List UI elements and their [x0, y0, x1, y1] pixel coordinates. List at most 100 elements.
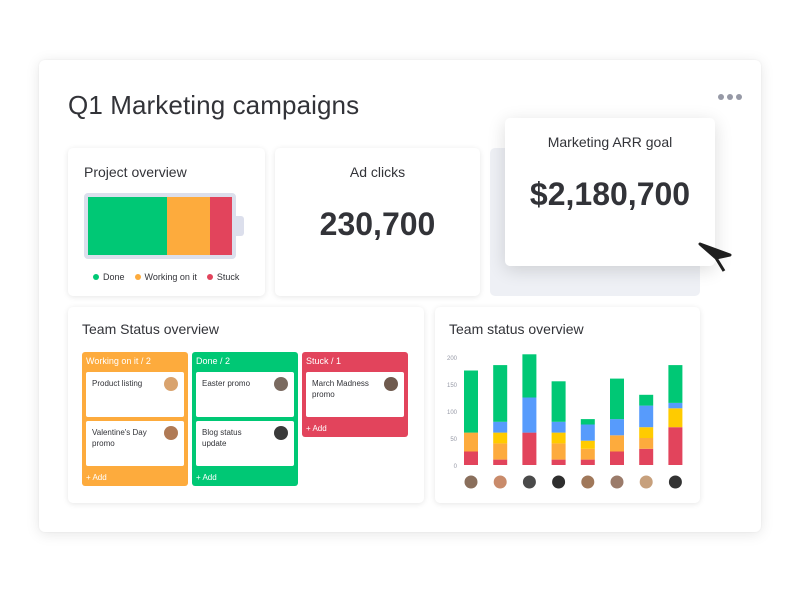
task-label: Product listing: [92, 379, 143, 388]
bar-segment: [551, 459, 566, 465]
legend-item: Working on it: [134, 272, 197, 282]
task-label: Valentine's Day promo: [92, 428, 147, 448]
column-header: Done / 2: [196, 356, 231, 366]
task-label: March Madness promo: [312, 379, 369, 399]
task-card[interactable]: Product listing: [86, 372, 184, 417]
avatar[interactable]: [274, 377, 288, 391]
battery-tip: [236, 216, 244, 236]
bar-segment: [610, 419, 624, 436]
avatar[interactable]: [384, 377, 398, 391]
bar-segment: [639, 438, 654, 449]
bar-segment: [668, 402, 683, 409]
avatar[interactable]: [274, 426, 288, 440]
stacked-bar-chart: 0 50 100 150 200: [447, 354, 683, 490]
bar-segment: [551, 381, 566, 422]
bar-segment: [522, 432, 537, 465]
member-avatar[interactable]: [667, 474, 683, 490]
bar-segment: [493, 459, 508, 465]
task-card[interactable]: Valentine's Day promo: [86, 421, 184, 466]
bar-segment: [522, 397, 537, 433]
kanban-column: Stuck / 1 March Madness promo + Add: [302, 352, 408, 437]
task-card[interactable]: Easter promo: [196, 372, 294, 417]
ad-clicks-value: 230,700: [319, 206, 436, 242]
kanban-column: Done / 2 Easter promo Blog status update + …: [192, 352, 298, 486]
bar-segment: [464, 432, 478, 452]
task-label: Blog status update: [202, 428, 242, 448]
bar-segment: [551, 432, 566, 444]
member-avatar[interactable]: [492, 474, 508, 490]
widget-title: Marketing ARR goal: [547, 134, 673, 150]
more-options-icon[interactable]: [718, 92, 742, 102]
bar-segment: [580, 459, 595, 465]
widget-title: Project overview: [84, 164, 187, 180]
kanban-column: Working on it / 2 Product listing Valentin…: [82, 352, 188, 486]
bar-segment: [580, 424, 595, 441]
y-tick-label: 150: [447, 383, 458, 389]
bar-segment: [668, 427, 683, 465]
chart-legend: Done Working on it Stuck: [93, 272, 239, 282]
y-tick-label: 200: [447, 356, 458, 362]
bar-segment: [493, 421, 508, 433]
battery-chart: [84, 193, 236, 259]
bar-segment: [639, 427, 654, 438]
bar-segment: [464, 370, 478, 433]
bar-segment: [639, 394, 654, 406]
arr-goal-widget[interactable]: Marketing ARR goal $2,180,700: [505, 118, 715, 266]
bar-segment: [464, 451, 478, 465]
widget-title: Team status overview: [449, 321, 584, 337]
avatar[interactable]: [164, 426, 178, 440]
bar-segment: [668, 408, 683, 428]
add-item-button[interactable]: + Add: [196, 473, 217, 482]
bar-segment: [580, 448, 595, 460]
add-item-button[interactable]: + Add: [86, 473, 107, 482]
task-card[interactable]: March Madness promo: [306, 372, 404, 417]
member-avatar[interactable]: [521, 474, 537, 490]
member-avatar[interactable]: [580, 474, 596, 490]
bar-segment: [580, 419, 595, 425]
member-avatar[interactable]: [638, 474, 654, 490]
bar-segment: [522, 354, 537, 398]
member-avatar[interactable]: [551, 474, 567, 490]
bar-segment: [610, 435, 624, 452]
battery-segment-stuck: [210, 197, 232, 255]
widget-title: Ad clicks: [349, 164, 406, 180]
y-tick-label: 100: [447, 410, 458, 416]
bar-segment: [551, 443, 566, 460]
battery-segment-done: [88, 197, 168, 255]
column-header: Stuck / 1: [306, 356, 342, 366]
member-avatar[interactable]: [609, 474, 625, 490]
y-tick-label: 50: [450, 437, 457, 443]
legend-item: Done: [93, 272, 125, 282]
bar-segment: [493, 365, 508, 422]
y-tick-label: 0: [454, 464, 458, 470]
bar-segment: [639, 405, 654, 428]
add-item-button[interactable]: + Add: [306, 424, 327, 433]
team-status-chart-widget[interactable]: Team status overview: [435, 307, 700, 503]
mouse-cursor-icon: [698, 242, 732, 272]
legend-label: Done: [103, 272, 125, 282]
bar-segment: [551, 421, 566, 433]
legend-dot: [134, 274, 141, 280]
bar-segment: [639, 448, 654, 465]
board-title: Q1 Marketing campaigns: [68, 90, 360, 120]
bar-segment: [668, 365, 683, 403]
ad-clicks-widget[interactable]: Ad clicks 230,700: [275, 148, 480, 296]
arr-goal-value: $2,180,700: [529, 176, 691, 212]
legend-item: Stuck: [206, 272, 240, 282]
battery-segment-working-on-it: [167, 197, 211, 255]
legend-label: Working on it: [144, 272, 197, 282]
legend-dot: [93, 274, 99, 280]
bar-segment: [580, 440, 595, 449]
bar-segment: [493, 443, 508, 460]
bar-segment: [610, 378, 624, 420]
member-avatar[interactable]: [463, 474, 479, 490]
column-header: Working on it / 2: [86, 356, 151, 366]
task-card[interactable]: Blog status update: [196, 421, 294, 466]
legend-label: Stuck: [216, 272, 240, 282]
bar-segment: [610, 451, 624, 465]
widget-title: Team Status overview: [82, 321, 219, 337]
avatar[interactable]: [164, 377, 178, 391]
bar-segment: [493, 432, 508, 444]
task-label: Easter promo: [202, 379, 251, 388]
legend-dot: [206, 274, 213, 280]
